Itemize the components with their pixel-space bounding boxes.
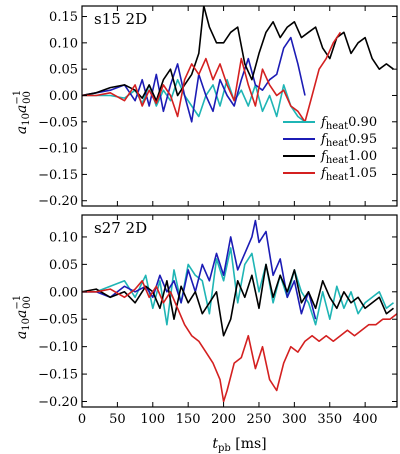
y-tick-label: −0.20 — [38, 194, 78, 209]
y-tick-label: −0.15 — [38, 368, 78, 383]
y-tick-label: −0.05 — [38, 313, 78, 328]
x-tick-label: 100 — [140, 412, 165, 427]
panel-s15-title: s15 2D — [94, 10, 147, 28]
panel-s27-series-layer — [82, 219, 397, 403]
legend-label-f090: fheat0.90 — [320, 115, 377, 132]
x-tick-label: 400 — [353, 412, 378, 427]
series-line-f100-panel1 — [82, 6, 394, 102]
panel-s27-ylabel: a10a−100 — [12, 295, 33, 339]
y-tick-label: 0.15 — [49, 10, 78, 25]
legend-label-f100: fheat1.00 — [320, 149, 377, 166]
y-tick-label: 0.05 — [49, 63, 78, 78]
series-line-f105-panel1 — [82, 31, 342, 123]
series-line-f105-panel2 — [82, 279, 397, 403]
panel-s15-frame — [81, 5, 398, 207]
y-tick-label: 0.00 — [49, 89, 78, 104]
y-tick-label: 0.00 — [49, 285, 78, 300]
y-tick-label: 0.10 — [49, 230, 78, 245]
series-line-f100-panel2 — [82, 263, 394, 337]
panel-s15: −0.20 −0.15 −0.10 −0.05 0.00 0.05 0.10 0.15 s15… — [12, 5, 398, 209]
panel-s15-ylabel: a10a−100 — [12, 90, 33, 134]
legend-label-f105: fheat1.05 — [320, 166, 377, 183]
panel-s15-series-layer — [82, 6, 394, 123]
legend-label-f095: fheat0.95 — [320, 132, 377, 149]
panel-s27-title: s27 2D — [94, 219, 147, 237]
x-tick-label: 150 — [176, 412, 201, 427]
x-axis-label: tpb [ms] — [212, 436, 266, 454]
panel-s27: 0 50 100 150 200 250 300 350 400 −0.20 −0.15 −0.10 −… — [12, 214, 398, 454]
panel-s27-frame — [81, 214, 398, 408]
y-tick-label: −0.15 — [38, 168, 78, 183]
panel-s27-ticks: 0 50 100 150 200 250 300 350 400 −0.20 −0.15 −0.10 −… — [38, 215, 397, 427]
x-tick-label: 50 — [109, 412, 126, 427]
x-tick-label: 250 — [247, 412, 272, 427]
y-tick-label: −0.10 — [38, 340, 78, 355]
series-line-f090-panel2 — [82, 247, 394, 326]
series-line-f095-panel1 — [82, 36, 306, 123]
y-tick-label: 0.10 — [49, 36, 78, 51]
y-tick-label: 0.05 — [49, 258, 78, 273]
x-tick-label: 350 — [317, 412, 342, 427]
y-tick-label: −0.05 — [38, 115, 78, 130]
panel-s15-ticks: −0.20 −0.15 −0.10 −0.05 0.00 0.05 0.10 0.15 — [38, 6, 397, 209]
x-tick-label: 300 — [282, 412, 307, 427]
y-tick-label: −0.20 — [38, 395, 78, 410]
x-tick-label: 0 — [78, 412, 86, 427]
x-tick-label: 200 — [211, 412, 236, 427]
y-tick-label: −0.10 — [38, 142, 78, 157]
